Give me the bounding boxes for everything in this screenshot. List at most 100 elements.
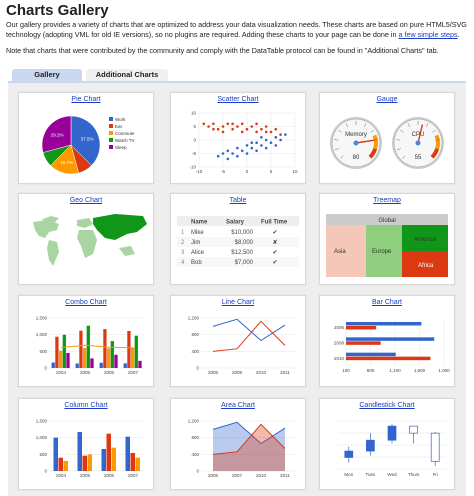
table-cell-salary: $12,500 (231, 250, 253, 256)
treemap-link[interactable]: Treemap (373, 197, 401, 204)
area-line (212, 423, 286, 455)
table-row-bg (177, 257, 299, 267)
tab-gallery[interactable]: Gallery (12, 69, 82, 81)
column-chart-link[interactable]: Column Chart (64, 402, 108, 409)
card-line-chart[interactable]: Line Chart 1,200 800 400 0 2006 2009 2010 2011 (170, 295, 306, 387)
scatter-point (264, 125, 268, 128)
gauge-tick (363, 123, 367, 128)
combo-y-tick: 1,500 (36, 316, 48, 321)
treemap-node-africa[interactable] (402, 251, 448, 277)
combo-bar (99, 362, 103, 368)
combo-bar (130, 347, 135, 368)
card-pie-chart[interactable]: Pie Chart 37.5% 16.7% 29.2% Work Eat Commute W… (18, 92, 154, 184)
card-table-chart[interactable]: Table Name Salary Full Time 1 Mike $10,000… (170, 193, 306, 285)
bar-chart-svg: 100 600 1,100 1,600 1,000 2006 2008 2010 (334, 320, 450, 373)
gauge-tick (430, 155, 434, 159)
table-cell-salary: $8,000 (235, 240, 254, 246)
column-bar (87, 454, 92, 471)
table-cell-fulltime: ✘ (272, 239, 277, 246)
candlestick-chart-link[interactable]: Candlestick Chart (359, 402, 415, 409)
table-chart-link[interactable]: Table (229, 197, 247, 204)
scatter-point (255, 141, 258, 144)
hbar-x-tick: 100 (342, 368, 350, 373)
card-bar-chart[interactable]: Bar Chart 100 600 1,100 1,600 1,000 2006 2008 2… (319, 295, 455, 387)
scatter-point (260, 127, 263, 131)
area-fill (213, 424, 285, 471)
card-area-chart[interactable]: Area Chart 1,200 800 400 0 2006 2007 2010 2011 (170, 398, 306, 490)
hbar-bar (346, 341, 381, 345)
card-geo-chart[interactable]: Geo Chart (18, 193, 154, 285)
line-y-tick: 1,200 (188, 316, 200, 321)
gauge-link[interactable]: Gauge (376, 96, 398, 103)
gauge-tick (435, 148, 440, 151)
scatter-chart-svg: 10 -10 5 -5 0 0 -5 5 -10 10 (189, 111, 298, 175)
combo-bar (75, 363, 79, 368)
combo-y-tick: 0 (44, 366, 47, 371)
table-header-salary: Salary (226, 220, 245, 226)
area-x-tick: 2007 (232, 473, 243, 478)
column-x-tick: 2006 (104, 473, 115, 478)
gauge-tick (435, 139, 440, 141)
gauge-tick (396, 148, 401, 151)
gauge-hub (415, 140, 421, 146)
area-fill (213, 422, 285, 471)
hbar-y-tick: 2008 (334, 341, 345, 346)
column-y-tick: 1,000 (36, 435, 48, 440)
pie-chart-link[interactable]: Pie Chart (71, 96, 101, 103)
simple-steps-link[interactable]: a few simple steps (398, 30, 458, 39)
treemap-label-america: America (414, 237, 437, 243)
scatter-point (245, 152, 249, 155)
combo-chart-link[interactable]: Combo Chart (65, 299, 107, 306)
card-scatter-chart[interactable]: Scatter Chart 10 -10 5 -5 0 0 -5 5 -10 10 (170, 92, 306, 184)
pie-legend-label: Commute (115, 131, 135, 136)
gauge-label: Memory (345, 132, 367, 138)
column-x-tick: 2007 (128, 473, 139, 478)
scatter-y-tick: 10 (191, 111, 197, 116)
card-combo-chart[interactable]: Combo Chart 1,500 1,000 500 0 2004 2005 2006 20… (18, 295, 154, 387)
card-gauge[interactable]: Gauge Memory 80 CPU 55 (319, 92, 455, 184)
scatter-point (264, 146, 268, 150)
gauge-tick (425, 123, 429, 128)
line-y-tick: 800 (191, 332, 199, 337)
table-row-number: 2 (181, 240, 185, 246)
scatter-point (226, 157, 230, 161)
line-x-tick: 2011 (280, 370, 290, 375)
treemap-node-europe[interactable] (366, 225, 402, 277)
scatter-chart-link[interactable]: Scatter Chart (217, 96, 259, 103)
line-series (212, 318, 286, 342)
gauge-tick (432, 129, 436, 133)
hbar-bar (346, 337, 435, 341)
combo-x-tick: 2006 (104, 370, 115, 375)
gauge-tick (396, 139, 401, 141)
area-chart-link[interactable]: Area Chart (221, 402, 255, 409)
pie-legend-swatch (109, 131, 113, 135)
area-y-tick: 1,200 (188, 419, 200, 424)
bar-chart-link[interactable]: Bar Chart (372, 299, 402, 306)
card-treemap[interactable]: Treemap Global Asia Europe America Afric… (319, 193, 455, 285)
card-candlestick-chart[interactable]: Candlestick Chart Mon Tues Wed Thurs Fri (319, 398, 455, 490)
scatter-point (274, 144, 278, 147)
treemap-node-america[interactable] (402, 225, 448, 251)
column-bar (130, 453, 135, 471)
area-y-tick: 400 (191, 452, 199, 457)
scatter-point (250, 146, 254, 150)
scatter-x-tick: -5 (221, 169, 225, 174)
combo-bar (114, 354, 118, 368)
scatter-point (260, 136, 263, 139)
combo-x-tick: 2004 (56, 370, 67, 375)
combo-bar (127, 331, 131, 368)
table-row-bg (177, 237, 299, 247)
tab-additional-charts[interactable]: Additional Charts (86, 69, 168, 81)
card-column-chart[interactable]: Column Chart 1,500 1,000 500 0 2004 2005 2006 2… (18, 398, 154, 490)
treemap-node-asia[interactable] (326, 225, 366, 277)
pie-slice (70, 115, 101, 166)
line-chart-link[interactable]: Line Chart (221, 299, 255, 306)
column-bar (101, 449, 106, 471)
scatter-point (212, 127, 215, 131)
treemap-root-label: Global (378, 218, 395, 224)
scatter-point (240, 122, 244, 126)
column-bar (63, 461, 68, 471)
geo-map-svg (33, 214, 147, 266)
geo-chart-link[interactable]: Geo Chart (69, 197, 103, 204)
candle-x-tick: Thurs (408, 472, 420, 477)
